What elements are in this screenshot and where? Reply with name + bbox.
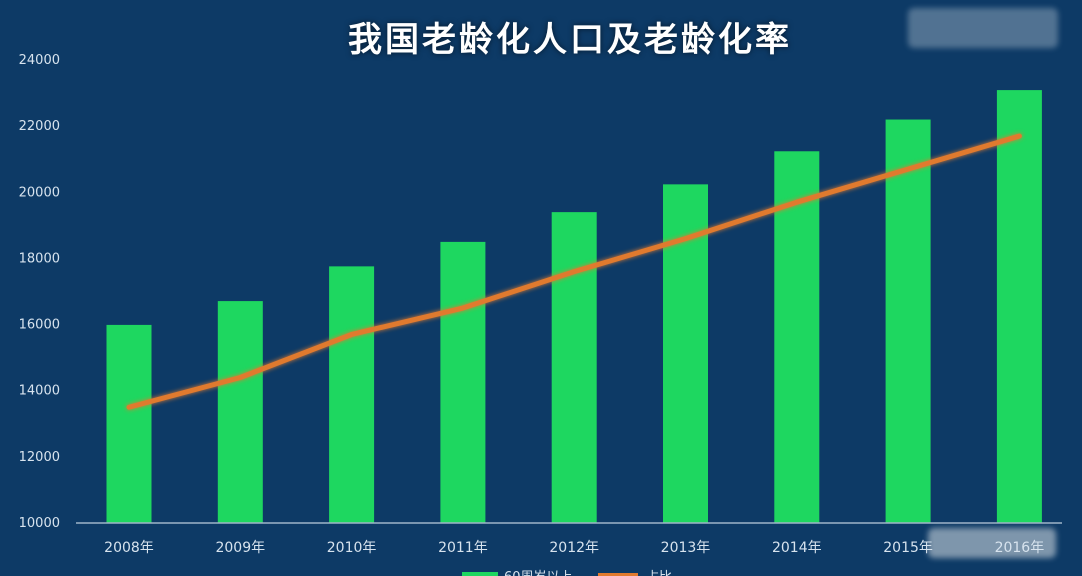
x-axis-categories: 2008年 2009年 2010年 2011年 2012年 2013年 2014年 2015年…: [104, 540, 1044, 556]
y-tick-label: 18000: [19, 251, 60, 266]
x-tick-label: 2013年: [661, 540, 711, 556]
legend-swatch-line: [598, 573, 638, 576]
x-tick-label: 2011年: [438, 540, 488, 556]
y-tick-label: 14000: [19, 384, 60, 399]
bar: [440, 241, 486, 523]
bar-series: [106, 90, 1042, 524]
watermark-blur-bottom: [928, 528, 1056, 558]
line-series: [126, 133, 1022, 410]
y-axis-ticks: 10000 12000 14000 16000 18000 20000 22000 24000: [19, 53, 60, 531]
y-tick-label: 22000: [19, 119, 60, 134]
y-tick-label: 20000: [19, 185, 60, 200]
bar: [996, 90, 1042, 523]
legend-label-line: 占比: [646, 570, 672, 576]
chart-title: 我国老龄化人口及老龄化率: [348, 20, 792, 60]
legend: 60周岁以上 占比: [462, 570, 672, 576]
watermark-blur: [908, 8, 1058, 48]
line-path: [126, 133, 1022, 410]
x-tick-label: 2008年: [104, 540, 154, 556]
bar: [885, 119, 931, 524]
legend-swatch-bar: [462, 572, 498, 576]
legend-label-bar: 60周岁以上: [504, 570, 573, 576]
y-tick-label: 12000: [19, 450, 60, 465]
y-tick-label: 10000: [19, 516, 60, 531]
bar: [329, 266, 375, 523]
bar: [106, 324, 152, 523]
x-tick-label: 2015年: [883, 540, 933, 556]
y-tick-label: 24000: [19, 53, 60, 68]
x-tick-label: 2010年: [327, 540, 377, 556]
y-tick-label: 16000: [19, 318, 60, 333]
bar: [774, 151, 820, 523]
x-tick-label: 2014年: [772, 540, 822, 556]
x-tick-label: 2012年: [549, 540, 599, 556]
bar: [551, 212, 597, 523]
x-tick-label: 2016年: [995, 540, 1045, 556]
bar: [217, 301, 263, 523]
x-tick-label: 2009年: [215, 540, 265, 556]
